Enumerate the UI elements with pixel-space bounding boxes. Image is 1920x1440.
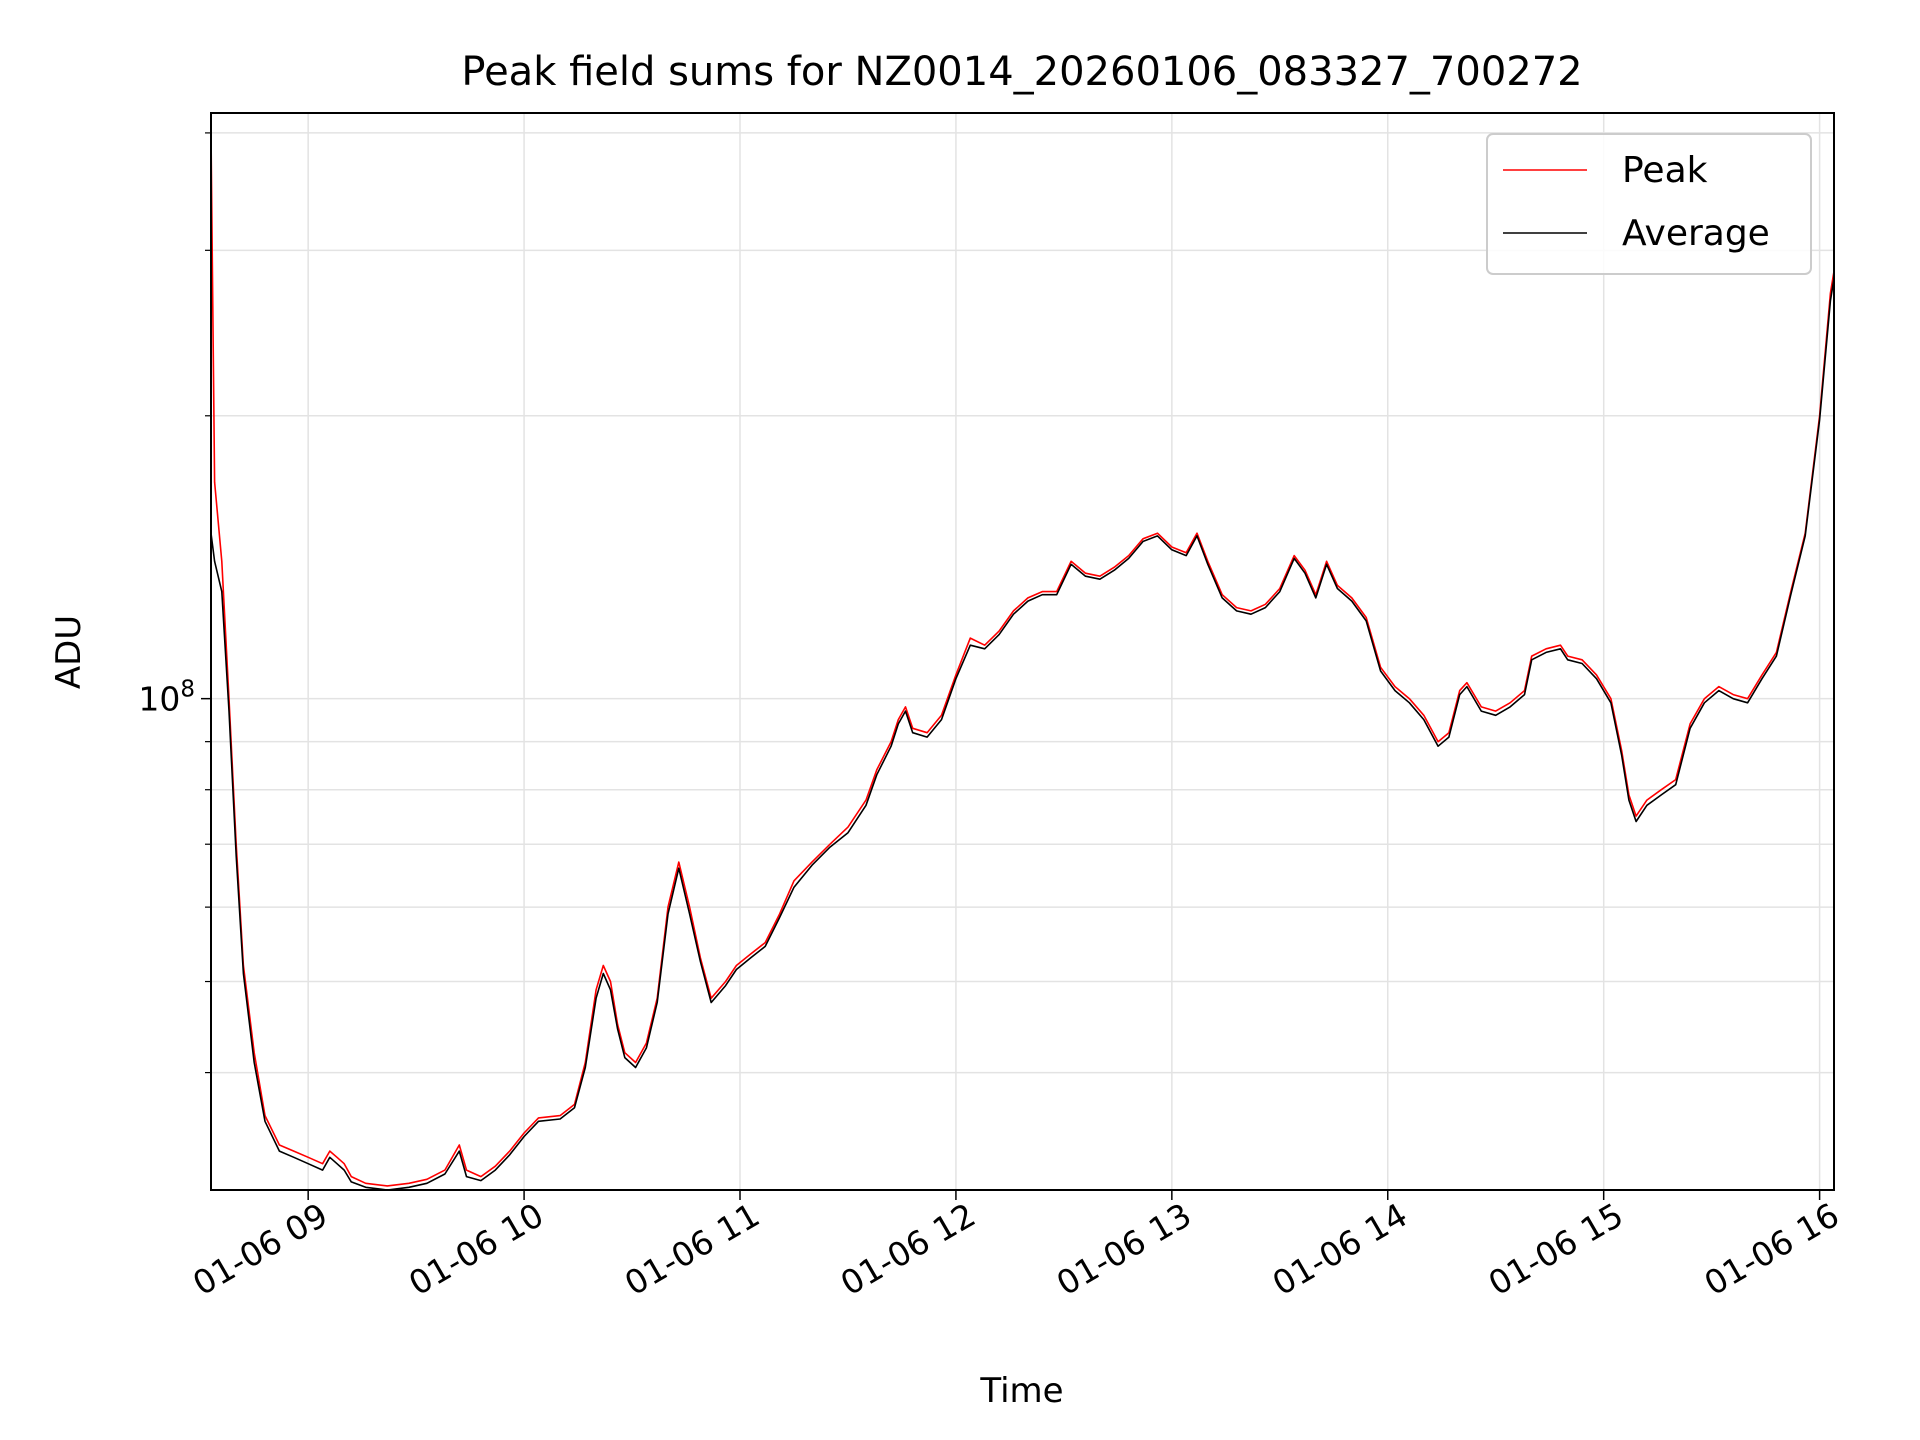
legend-average-label: Average [1622, 213, 1770, 254]
series-layer [211, 132, 1834, 1190]
legend: Peak Average [1486, 133, 1812, 275]
x-axis-label: Time [979, 1371, 1063, 1411]
grid [211, 113, 1834, 1190]
series-line-average [211, 278, 1834, 1190]
legend-peak-label: Peak [1622, 150, 1708, 191]
legend-box [1486, 133, 1812, 275]
y-axis-label: ADU [49, 615, 89, 689]
chart-title: Peak field sums for NZ0014_20260106_0833… [461, 49, 1582, 95]
plot-frame [210, 112, 1835, 1191]
series-line-peak [211, 132, 1834, 1187]
